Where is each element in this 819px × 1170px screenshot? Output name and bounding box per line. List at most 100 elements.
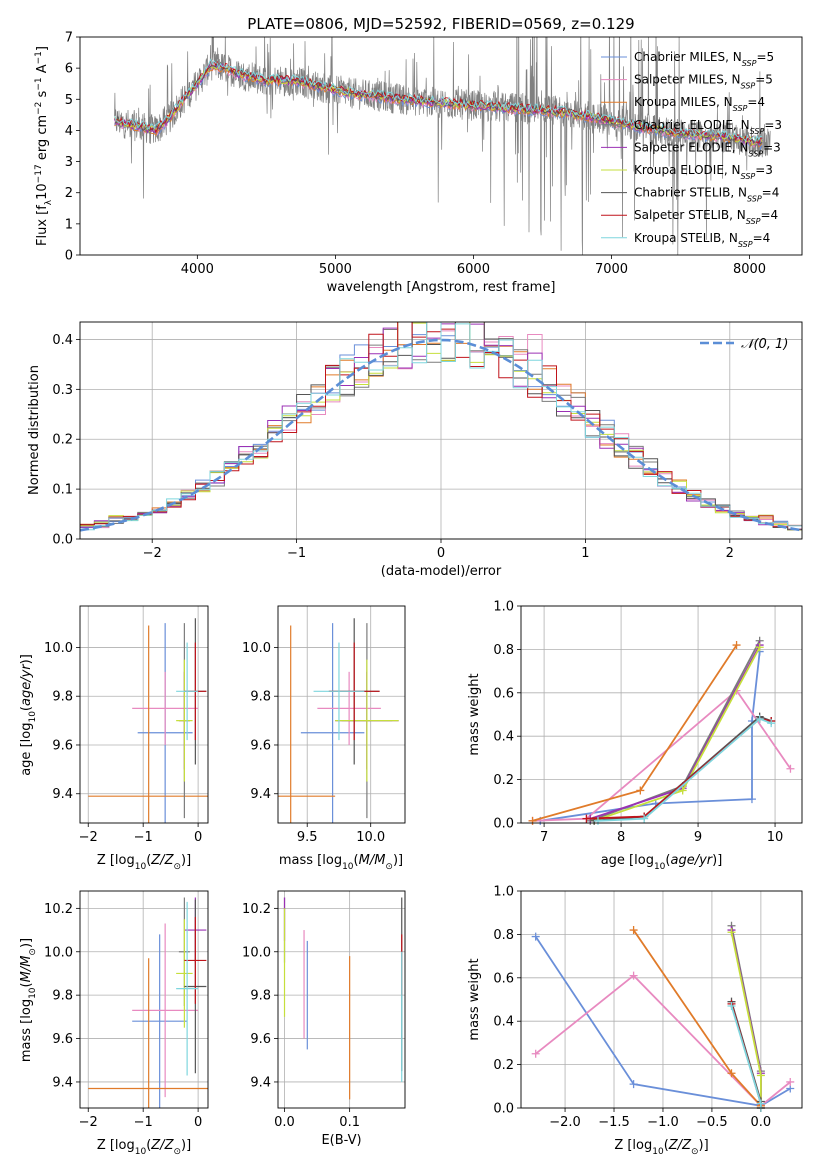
normal-curve: [79, 338, 803, 532]
mass_EBV-ytick-label: 9.8: [250, 989, 271, 1004]
spectrum-ylabel-part: −1: [34, 51, 44, 64]
weight_Z-xlabel-part: 10: [652, 1147, 664, 1157]
age_Z-ytick-label: 9.6: [52, 738, 73, 753]
mass_Z-axes: −2 −1 0 9.4 9.6 9.8 10.0 10.2: [44, 891, 208, 1130]
age_Z-ylabel-part: age/yr: [19, 663, 34, 706]
weight_age-xlabel-part: )]: [712, 853, 722, 868]
weight_Z-marker-2: [727, 1069, 736, 1078]
spectrum-xtick-label: 6000: [457, 262, 490, 277]
legend-entry-sub: SSP: [750, 126, 765, 135]
residuals-xlabel: (data-model)/error: [381, 564, 502, 579]
weight_age-ytick-label: 1.0: [493, 600, 514, 615]
mass_Z-xtick-label: −2: [79, 1115, 98, 1130]
residuals-ytick-label: 0.0: [52, 533, 73, 548]
weight_Z-xtick-label: 0.0: [751, 1115, 772, 1130]
age_mass-ytick-label: 9.4: [250, 787, 271, 802]
weight_Z-ytick-label: 0.0: [493, 1102, 514, 1117]
mass_EBV-ytick-label: 10.0: [242, 945, 271, 960]
legend-entry: Salpeter STELIB, NSSP=4: [634, 208, 778, 226]
mass_Z-xlabel-part: Z [log: [97, 1138, 135, 1153]
legend-entry-sub: SSP: [738, 239, 753, 248]
legend-entry-sub: SSP: [741, 81, 756, 90]
spectrum-ylabel-part: ]: [35, 46, 50, 51]
age_Z-ytick-label: 10.0: [44, 641, 73, 656]
age_mass-xlabel-part: 10: [342, 862, 354, 872]
age_mass-xlabel-part: )]: [393, 853, 403, 868]
legend-entry-count: =4: [753, 231, 771, 245]
spectrum-ylabel-part: erg cm: [35, 115, 50, 164]
legend-entry: Kroupa ELODIE, NSSP=3: [634, 163, 773, 181]
legend-entry-sub: SSP: [742, 59, 757, 68]
legend-entry-name: Kroupa MILES, N: [634, 95, 733, 109]
age_Z-xlabel-part: ⊙: [173, 862, 181, 872]
spectrum-ytick-label: 3: [65, 155, 73, 170]
mass_Z-ytick-label: 9.4: [52, 1075, 73, 1090]
mass_Z-ylabel-part: (: [19, 982, 34, 987]
spectrum-xtick-label: 8000: [733, 262, 766, 277]
age_Z-ylabel-part: )]: [19, 654, 34, 664]
spectrum-ytick-label: 4: [65, 124, 73, 139]
weight_age-xtick-label: 7: [540, 830, 548, 845]
spectrum-ytick-label: 7: [65, 31, 73, 46]
weight_age-line-1: [532, 689, 792, 822]
mass_Z-xlabel-part: Z/Z: [150, 1138, 174, 1153]
mass_Z-ylabel: mass [log10(M/M⊙)]: [19, 938, 38, 1062]
legend-entry: Kroupa MILES, NSSP=4: [634, 95, 765, 113]
mass_Z-xtick-label: −1: [134, 1115, 153, 1130]
mass_Z-ylabel-part: M/M: [19, 956, 34, 983]
age_Z-ylabel: age [log10(age/yr)]: [19, 654, 38, 776]
weight_Z-marker-0: [531, 932, 540, 941]
weight_age-xtick-label: 9: [694, 830, 702, 845]
residuals-xtick-label: 2: [726, 546, 734, 561]
age_mass-axes: 9.5 10.0 9.4 9.6 9.8 10.0: [242, 606, 405, 845]
mass_Z-ylabel-part: 10: [28, 987, 38, 999]
model-spectrum-7: [114, 59, 763, 144]
spectrum-xlabel: wavelength [Angstrom, rest frame]: [327, 280, 556, 295]
age_Z-xlabel-part: Z/Z: [150, 853, 174, 868]
weight_Z-line-0: [534, 936, 791, 1107]
weight_Z-xtick-label: −1.0: [647, 1115, 679, 1130]
legend-entry: Salpeter ELODIE, NSSP=3: [634, 140, 781, 158]
weight_Z-ytick-label: 0.6: [493, 971, 514, 986]
mass_EBV-frame: [277, 890, 406, 1109]
spectrum-ylabel-part: −17: [34, 164, 44, 183]
weight_age-marker-2: [636, 786, 645, 795]
mass_Z-frame: [79, 890, 209, 1109]
legend-entry: Kroupa STELIB, NSSP=4: [634, 231, 770, 249]
legend-entry: Chabrier MILES, NSSP=5: [634, 50, 774, 68]
weight_Z-xlabel-part: Z [log: [614, 1138, 652, 1153]
spectrum-xtick-label: 4000: [181, 262, 214, 277]
residuals-ytick-label: 0.4: [52, 333, 73, 348]
weight_age-line-2: [532, 644, 738, 822]
weight_age-marker-8: [755, 714, 764, 723]
mass_Z-xlabel-part: )]: [181, 1138, 191, 1153]
weight_age-frame: [520, 605, 803, 824]
age_mass-frame: [277, 605, 406, 824]
spectrum-ytick-label: 1: [65, 217, 73, 232]
weight_age-ytick-label: 0.8: [493, 643, 514, 658]
weight_Z-marker-1: [786, 1077, 795, 1086]
age_Z-ylabel-part: 10: [28, 711, 38, 723]
legend-entry-sub: SSP: [741, 172, 756, 181]
age_mass-xtick-label: 9.5: [297, 830, 318, 845]
legend-entry-sub: SSP: [747, 194, 762, 203]
spectrum-ylabel-part: −1: [34, 77, 44, 90]
age_mass-ytick-label: 9.6: [250, 738, 271, 753]
weight_age-marker-0: [747, 795, 756, 804]
weight_Z-xlabel-part: ⊙: [691, 1147, 699, 1157]
weight_Z-xlabel-part: Z/Z: [668, 1138, 692, 1153]
weight_Z-marker-0: [629, 1080, 638, 1089]
legend-entry-sub: SSP: [746, 217, 761, 226]
weight_age-xlabel-part: 10: [654, 862, 666, 872]
weight_age-xtick-label: 8: [617, 830, 625, 845]
residuals-xtick-label: −1: [287, 546, 306, 561]
residuals-frame: [79, 321, 803, 540]
mass_Z-ylabel-part: ⊙: [28, 948, 38, 956]
age_Z-xtick-label: −1: [134, 830, 153, 845]
age_mass-xlabel-part: ⊙: [385, 862, 393, 872]
residuals-xtick-label: −2: [143, 546, 162, 561]
spectrum-frame: [79, 36, 803, 256]
weight_Z-xtick-label: −0.5: [696, 1115, 728, 1130]
